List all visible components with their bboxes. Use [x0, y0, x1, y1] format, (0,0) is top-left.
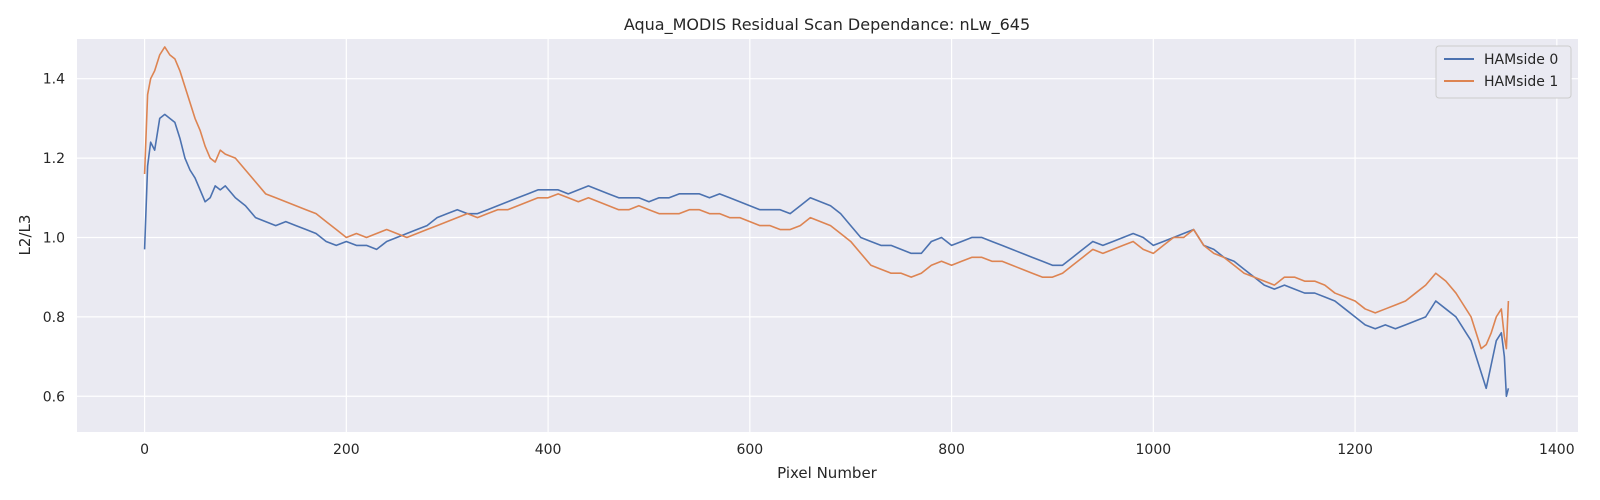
x-tick-label: 200 — [333, 442, 360, 458]
x-tick-label: 1200 — [1337, 442, 1373, 458]
x-tick-labels: 0 200 400 600 800 1000 1200 1400 — [140, 442, 1575, 458]
x-axis-label: Pixel Number — [777, 464, 878, 482]
x-tick-label: 800 — [938, 442, 965, 458]
legend: HAMside 0 HAMside 1 — [1435, 45, 1572, 99]
y-tick-label: 0.6 — [43, 389, 65, 405]
x-tick-label: 0 — [140, 442, 149, 458]
y-axis-label: L2/L3 — [16, 215, 34, 256]
series-lines — [143, 46, 1510, 398]
legend-label-hamside-1: HAMside 1 — [1484, 74, 1558, 90]
y-tick-labels: 0.6 0.8 1.0 1.2 1.4 — [43, 72, 65, 406]
series-line-hamside-0 — [143, 113, 1510, 398]
x-tick-label: 600 — [736, 442, 763, 458]
series-line-hamside-1 — [143, 46, 1510, 350]
y-tick-label: 1.4 — [43, 72, 65, 88]
legend-label-hamside-0: HAMside 0 — [1484, 52, 1558, 68]
plot-background — [77, 39, 1578, 432]
y-tick-label: 0.8 — [43, 310, 65, 326]
x-tick-label: 1000 — [1136, 442, 1172, 458]
chart-title: Aqua_MODIS Residual Scan Dependance: nLw… — [624, 15, 1030, 35]
y-tick-label: 1.0 — [43, 230, 65, 246]
x-tick-label: 1400 — [1539, 442, 1575, 458]
grid-lines — [77, 39, 1578, 432]
x-tick-label: 400 — [535, 442, 562, 458]
y-tick-label: 1.2 — [43, 151, 65, 167]
